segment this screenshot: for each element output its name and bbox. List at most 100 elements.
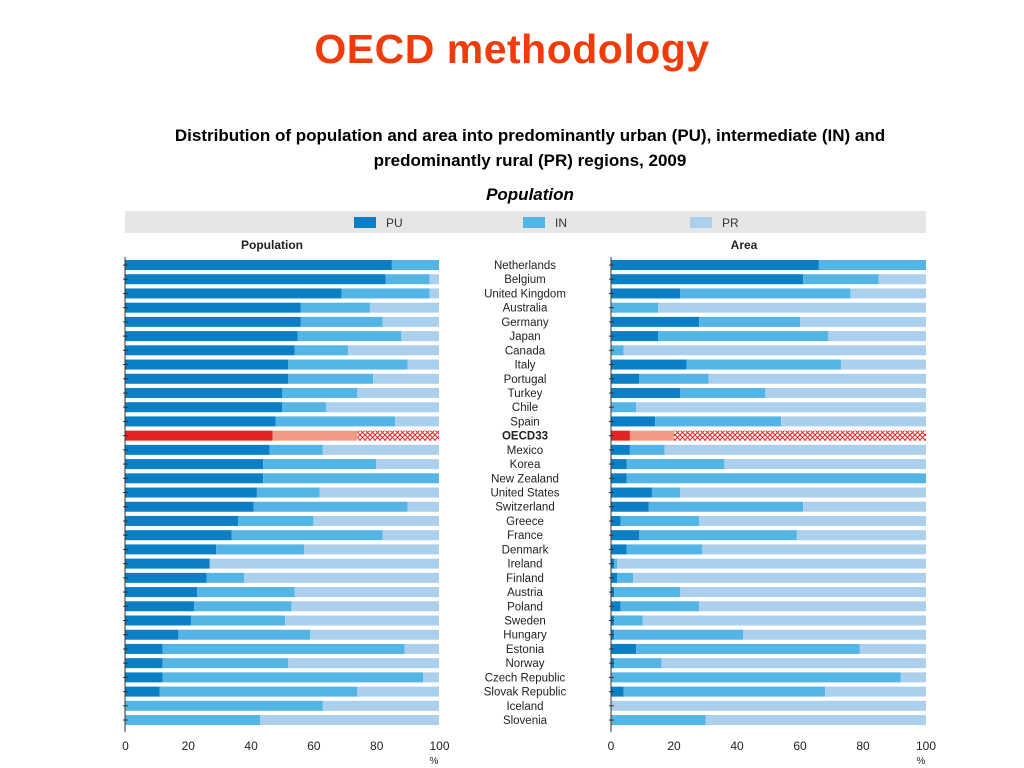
x-tick-label-population-20: 20 bbox=[182, 739, 196, 753]
bar-population-korea-pr bbox=[376, 459, 439, 470]
bar-population-spain-in bbox=[275, 416, 396, 427]
bar-population-japan-in bbox=[297, 331, 402, 342]
bar-population-chile-in bbox=[282, 402, 326, 413]
bar-area-ireland-in bbox=[614, 558, 618, 569]
bar-area-united-states-pr bbox=[680, 487, 926, 498]
category-label-oecd33: OECD33 bbox=[502, 431, 548, 443]
bar-population-slovak-republic-pu bbox=[125, 686, 160, 697]
bar-area-chile-pr bbox=[636, 402, 926, 413]
bar-area-switzerland-pr bbox=[803, 501, 926, 512]
bar-population-austria-pr bbox=[294, 587, 439, 598]
bar-area-belgium-in bbox=[803, 274, 879, 285]
bar-population-poland-in bbox=[194, 601, 292, 612]
bar-area-hungary-pr bbox=[743, 629, 926, 640]
bar-area-greece-pr bbox=[699, 515, 926, 526]
bar-population-poland-pr bbox=[291, 601, 439, 612]
category-label-new-zealand: New Zealand bbox=[491, 473, 559, 485]
bar-population-belgium-pu bbox=[125, 274, 386, 285]
bar-area-korea-pu bbox=[611, 459, 627, 470]
bar-population-korea-pu bbox=[125, 459, 264, 470]
bar-area-spain-pr bbox=[781, 416, 926, 427]
bar-population-germany-pr bbox=[382, 316, 439, 327]
category-label-finland: Finland bbox=[506, 573, 544, 585]
bar-area-oecd33-pu bbox=[611, 430, 630, 441]
bar-population-portugal-pr bbox=[373, 373, 439, 384]
category-label-iceland: Iceland bbox=[506, 701, 543, 713]
bar-area-australia-pr bbox=[658, 302, 926, 313]
bar-area-new-zealand-in bbox=[626, 473, 926, 484]
bar-population-united-states-pu bbox=[125, 487, 257, 498]
bar-population-oecd33-in bbox=[272, 430, 358, 441]
bar-area-estonia-pr bbox=[859, 643, 926, 654]
bar-area-slovak-republic-pu bbox=[611, 686, 624, 697]
bar-population-portugal-pu bbox=[125, 373, 289, 384]
x-tick-label-area-20: 20 bbox=[667, 739, 681, 753]
legend-label-pr: PR bbox=[722, 216, 739, 230]
bar-area-denmark-pu bbox=[611, 544, 627, 555]
bar-area-poland-in bbox=[620, 601, 700, 612]
category-label-austria: Austria bbox=[507, 587, 543, 599]
bar-population-czech-republic-pu bbox=[125, 672, 163, 683]
bar-population-netherlands-in bbox=[391, 260, 439, 270]
bar-area-spain-in bbox=[655, 416, 782, 427]
x-tick-label-population-80: 80 bbox=[370, 739, 384, 753]
category-label-switzerland: Switzerland bbox=[495, 502, 554, 514]
bar-area-canada-pr bbox=[623, 345, 926, 356]
bar-area-belgium-pr bbox=[878, 274, 926, 285]
legend-swatch-pu bbox=[354, 217, 376, 228]
bar-area-sweden-pr bbox=[642, 615, 926, 626]
bar-population-france-pr bbox=[382, 530, 439, 541]
bar-population-united-kingdom-pr bbox=[429, 288, 439, 299]
bar-population-czech-republic-pr bbox=[423, 672, 439, 683]
bar-area-finland-pr bbox=[633, 572, 926, 583]
x-tick-label-population-0: 0 bbox=[122, 739, 129, 753]
chart-subtitle-line-1: Distribution of population and area into… bbox=[174, 126, 886, 145]
bar-area-germany-pu bbox=[611, 316, 700, 327]
bar-area-germany-pr bbox=[800, 316, 926, 327]
bar-area-portugal-in bbox=[639, 373, 709, 384]
bar-area-norway-pr bbox=[661, 658, 926, 669]
bar-area-korea-in bbox=[626, 459, 725, 470]
bar-area-united-states-pu bbox=[611, 487, 652, 498]
category-label-norway: Norway bbox=[506, 658, 545, 670]
bar-population-germany-pu bbox=[125, 316, 301, 327]
x-tick-label-population-60: 60 bbox=[307, 739, 321, 753]
legend-label-in: IN bbox=[555, 216, 567, 230]
category-label-mexico: Mexico bbox=[507, 445, 543, 457]
category-label-netherlands: Netherlands bbox=[494, 260, 556, 272]
x-tick-label-area-60: 60 bbox=[793, 739, 807, 753]
bar-population-greece-pu bbox=[125, 515, 239, 526]
bar-population-denmark-pr bbox=[303, 544, 439, 555]
bar-area-canada-in bbox=[611, 345, 624, 356]
bar-population-czech-republic-in bbox=[162, 672, 424, 683]
x-tick-label-area-80: 80 bbox=[856, 739, 870, 753]
category-label-poland: Poland bbox=[507, 601, 543, 613]
bar-population-hungary-pu bbox=[125, 629, 179, 640]
category-label-france: France bbox=[507, 530, 543, 542]
bar-population-mexico-in bbox=[269, 444, 323, 455]
category-label-denmark: Denmark bbox=[502, 544, 549, 556]
bar-area-portugal-pr bbox=[708, 373, 926, 384]
bar-population-austria-pu bbox=[125, 587, 198, 598]
bar-population-japan-pu bbox=[125, 331, 298, 342]
panel-title-population: Population bbox=[241, 238, 303, 252]
category-label-chile: Chile bbox=[512, 402, 538, 414]
category-label-united-kingdom: United Kingdom bbox=[484, 288, 566, 300]
x-tick-label-area-40: 40 bbox=[730, 739, 744, 753]
x-tick-label-area-0: 0 bbox=[608, 739, 615, 753]
category-label-greece: Greece bbox=[506, 516, 544, 528]
bar-population-australia-pr bbox=[369, 302, 439, 313]
bar-area-czech-republic-in bbox=[611, 672, 901, 683]
bar-population-france-pu bbox=[125, 530, 232, 541]
bar-population-united-kingdom-pu bbox=[125, 288, 342, 299]
chart-subtitle-line-2: predominantly rural (PR) regions, 2009 bbox=[373, 151, 687, 170]
bar-area-slovenia-pr bbox=[705, 715, 926, 726]
bar-population-turkey-pr bbox=[357, 387, 439, 398]
bar-population-turkey-in bbox=[282, 387, 358, 398]
category-label-hungary: Hungary bbox=[503, 630, 547, 642]
bar-population-new-zealand-pu bbox=[125, 473, 264, 484]
bar-population-australia-in bbox=[300, 302, 370, 313]
category-label-japan: Japan bbox=[509, 331, 540, 343]
bar-area-finland-pu bbox=[611, 572, 618, 583]
bar-area-turkey-in bbox=[680, 387, 766, 398]
